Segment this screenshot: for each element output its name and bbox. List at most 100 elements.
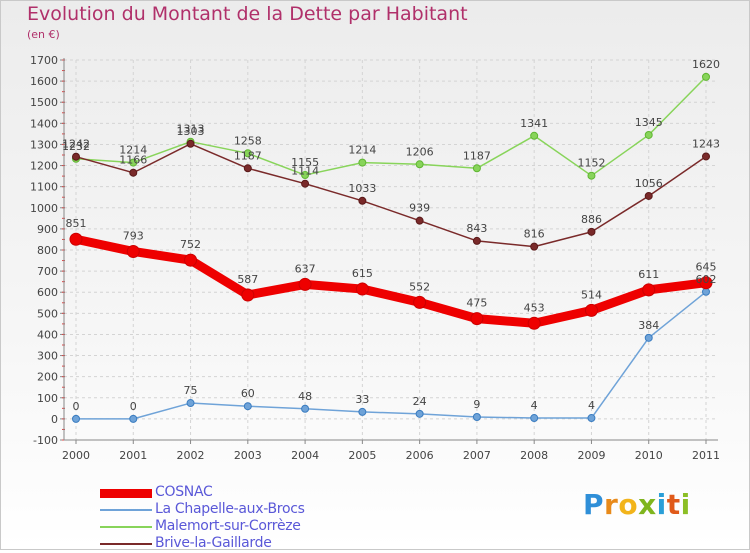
data-label-brive-la-gaillarde: 1114	[291, 165, 319, 178]
y-tick-label: 800	[37, 244, 58, 257]
data-label-brive-la-gaillarde: 939	[409, 202, 430, 215]
data-point-cosnac	[126, 244, 140, 258]
x-tick-label: 2011	[692, 449, 720, 462]
data-label-malemort-sur-correze: 1345	[635, 116, 663, 129]
x-tick-label: 2008	[520, 449, 548, 462]
data-point-la-chapelle-aux-brocs	[301, 404, 310, 413]
data-label-la-chapelle-aux-brocs: 602	[696, 273, 717, 286]
data-point-cosnac	[184, 253, 198, 267]
data-point-la-chapelle-aux-brocs	[243, 402, 252, 411]
x-tick-label: 2010	[635, 449, 663, 462]
data-label-brive-la-gaillarde: 1056	[635, 177, 663, 190]
data-point-brive-la-gaillarde	[301, 179, 310, 188]
data-point-la-chapelle-aux-brocs	[702, 287, 710, 296]
data-label-cosnac: 637	[295, 262, 316, 275]
data-label-cosnac: 793	[123, 229, 144, 242]
series-line-la-chapelle-aux-brocs	[75, 291, 707, 420]
series-line-cosnac	[71, 234, 711, 328]
data-label-la-chapelle-aux-brocs: 33	[355, 393, 369, 406]
data-label-cosnac: 453	[524, 301, 545, 314]
data-label-brive-la-gaillarde: 886	[581, 213, 602, 226]
data-point-cosnac	[298, 277, 312, 291]
data-point-brive-la-gaillarde	[129, 168, 138, 177]
data-label-brive-la-gaillarde: 1033	[348, 182, 376, 195]
data-point-brive-la-gaillarde	[243, 164, 252, 173]
y-tick-label: 400	[37, 328, 58, 341]
data-point-cosnac	[241, 288, 255, 302]
y-tick-label: 900	[37, 223, 58, 236]
data-point-la-chapelle-aux-brocs	[358, 407, 367, 416]
data-point-la-chapelle-aux-brocs	[587, 414, 596, 423]
data-label-malemort-sur-correze: 1152	[577, 157, 605, 170]
data-point-cosnac	[699, 276, 713, 290]
data-label-brive-la-gaillarde: 1166	[119, 154, 147, 167]
data-point-brive-la-gaillarde	[358, 196, 367, 205]
y-tick-label: 1300	[30, 138, 58, 151]
data-point-cosnac	[355, 282, 369, 296]
data-label-brive-la-gaillarde: 1187	[234, 149, 262, 162]
data-label-la-chapelle-aux-brocs: 9	[473, 398, 480, 411]
data-point-cosnac	[584, 303, 598, 317]
y-tick-label: 300	[37, 350, 58, 363]
data-label-la-chapelle-aux-brocs: 384	[638, 319, 659, 332]
data-label-cosnac: 615	[352, 267, 373, 280]
data-label-malemort-sur-correze: 1341	[520, 117, 548, 130]
x-tick-label: 2004	[291, 449, 319, 462]
x-tick-label: 2002	[177, 449, 205, 462]
data-point-brive-la-gaillarde	[186, 139, 195, 148]
data-point-cosnac	[69, 232, 83, 246]
legend-label-la-chapelle-aux-brocs: La Chapelle-aux-Brocs	[155, 501, 305, 517]
data-label-malemort-sur-correze: 1214	[348, 144, 376, 157]
y-tick-label: 600	[37, 286, 58, 299]
y-tick-label: 1600	[30, 75, 58, 88]
data-point-malemort-sur-correze	[129, 158, 138, 167]
data-point-malemort-sur-correze	[530, 131, 539, 140]
data-point-malemort-sur-correze	[415, 160, 424, 169]
data-label-la-chapelle-aux-brocs: 24	[413, 395, 427, 408]
data-point-la-chapelle-aux-brocs	[472, 412, 481, 421]
data-point-cosnac	[413, 295, 427, 309]
data-label-brive-la-gaillarde: 816	[524, 228, 545, 241]
data-point-la-chapelle-aux-brocs	[186, 399, 195, 408]
data-label-malemort-sur-correze: 1313	[177, 123, 205, 136]
legend-label-cosnac: COSNAC	[155, 484, 213, 500]
data-label-la-chapelle-aux-brocs: 0	[73, 400, 80, 413]
data-point-malemort-sur-correze	[587, 171, 596, 180]
data-point-cosnac	[642, 283, 656, 297]
series-line-malemort-sur-correze	[75, 76, 707, 177]
y-tick-label: -100	[33, 434, 58, 447]
x-tick-label: 2007	[463, 449, 491, 462]
legend-swatch-cosnac	[100, 485, 152, 501]
y-tick-label: 1100	[30, 181, 58, 194]
data-point-brive-la-gaillarde	[587, 227, 596, 236]
data-label-la-chapelle-aux-brocs: 4	[531, 399, 538, 412]
x-tick-label: 2000	[62, 449, 90, 462]
data-point-cosnac	[470, 312, 484, 326]
data-label-cosnac: 752	[180, 238, 201, 251]
data-point-brive-la-gaillarde	[415, 216, 424, 225]
data-point-brive-la-gaillarde	[644, 191, 653, 200]
x-tick-label: 2006	[406, 449, 434, 462]
y-tick-label: 1200	[30, 160, 58, 173]
y-tick-label: 1500	[30, 96, 58, 109]
data-label-brive-la-gaillarde: 1303	[177, 125, 205, 138]
data-point-malemort-sur-correze	[702, 72, 710, 81]
data-label-la-chapelle-aux-brocs: 60	[241, 387, 255, 400]
data-label-brive-la-gaillarde: 1242	[62, 138, 90, 151]
data-label-malemort-sur-correze: 1187	[463, 149, 491, 162]
legend-label-malemort-sur-correze: Malemort-sur-Corrèze	[155, 518, 301, 534]
data-point-brive-la-gaillarde	[72, 152, 80, 161]
data-label-cosnac: 851	[66, 217, 87, 230]
legend-swatch-brive-la-gaillarde	[100, 536, 152, 552]
x-tick-label: 2009	[577, 449, 605, 462]
data-point-la-chapelle-aux-brocs	[72, 414, 80, 423]
y-tick-label: 1400	[30, 117, 58, 130]
data-point-malemort-sur-correze	[358, 158, 367, 167]
data-label-brive-la-gaillarde: 843	[466, 222, 487, 235]
data-point-la-chapelle-aux-brocs	[530, 414, 539, 423]
legend-label-brive-la-gaillarde: Brive-la-Gaillarde	[155, 535, 272, 551]
legend-swatch-malemort-sur-correze	[100, 519, 152, 535]
data-label-malemort-sur-correze: 1155	[291, 156, 319, 169]
data-point-malemort-sur-correze	[472, 164, 481, 173]
